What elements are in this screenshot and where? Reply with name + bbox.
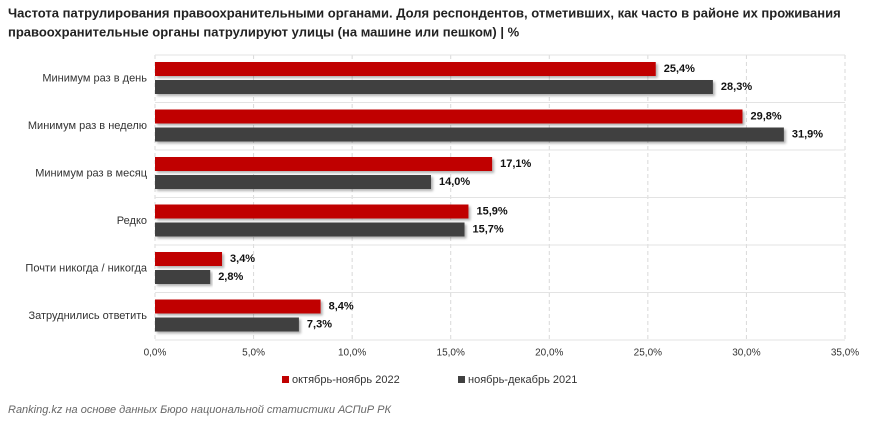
y-tick-label: Редко — [117, 215, 147, 227]
source: Ranking.kz на основе данных Бюро национа… — [8, 404, 391, 416]
value-label: 7,3% — [307, 318, 332, 330]
x-tick-label: 20,0% — [535, 348, 563, 359]
y-tick-label: Минимум раз в день — [42, 73, 147, 85]
bar — [155, 252, 223, 266]
value-label: 29,8% — [750, 110, 781, 122]
chart-title: Частота патрулирования правоохранительны… — [8, 5, 841, 20]
y-tick-label: Почти никогда / никогда — [25, 263, 147, 275]
value-label: 8,4% — [329, 300, 354, 312]
bar — [155, 127, 784, 142]
bar — [155, 80, 713, 94]
legend-label: ноябрь-декабрь 2021 — [468, 374, 577, 386]
value-label: 25,4% — [664, 63, 695, 75]
bar — [155, 204, 469, 219]
y-tick-label: Минимум раз в неделю — [28, 120, 147, 132]
value-label: 15,9% — [476, 205, 507, 217]
x-tick-label: 5,0% — [242, 348, 265, 359]
y-tick-label: Затруднились ответить — [28, 310, 147, 322]
x-tick-label: 0,0% — [144, 348, 167, 359]
value-label: 14,0% — [439, 176, 470, 188]
bar — [155, 299, 321, 314]
value-label: 31,9% — [792, 128, 823, 140]
value-label: 28,3% — [721, 81, 752, 93]
bar — [155, 157, 493, 171]
y-tick-label: Минимум раз в месяц — [35, 168, 147, 180]
legend-swatch — [282, 376, 289, 383]
x-tick-label: 30,0% — [732, 348, 760, 359]
value-label: 15,7% — [473, 223, 504, 235]
bar — [155, 175, 431, 189]
bar — [155, 317, 299, 332]
value-label: 17,1% — [500, 158, 531, 170]
legend-swatch — [458, 376, 465, 383]
chart-title: правоохранительные органы патрулируют ул… — [8, 24, 520, 39]
bar — [155, 222, 465, 237]
x-tick-label: 15,0% — [437, 348, 465, 359]
x-tick-label: 35,0% — [831, 348, 859, 359]
x-tick-label: 25,0% — [634, 348, 662, 359]
x-tick-label: 10,0% — [338, 348, 366, 359]
bar — [155, 62, 656, 76]
legend-label: октябрь-ноябрь 2022 — [292, 374, 400, 386]
bar — [155, 270, 211, 284]
value-label: 3,4% — [230, 253, 255, 265]
bar — [155, 109, 743, 124]
value-label: 2,8% — [218, 271, 243, 283]
